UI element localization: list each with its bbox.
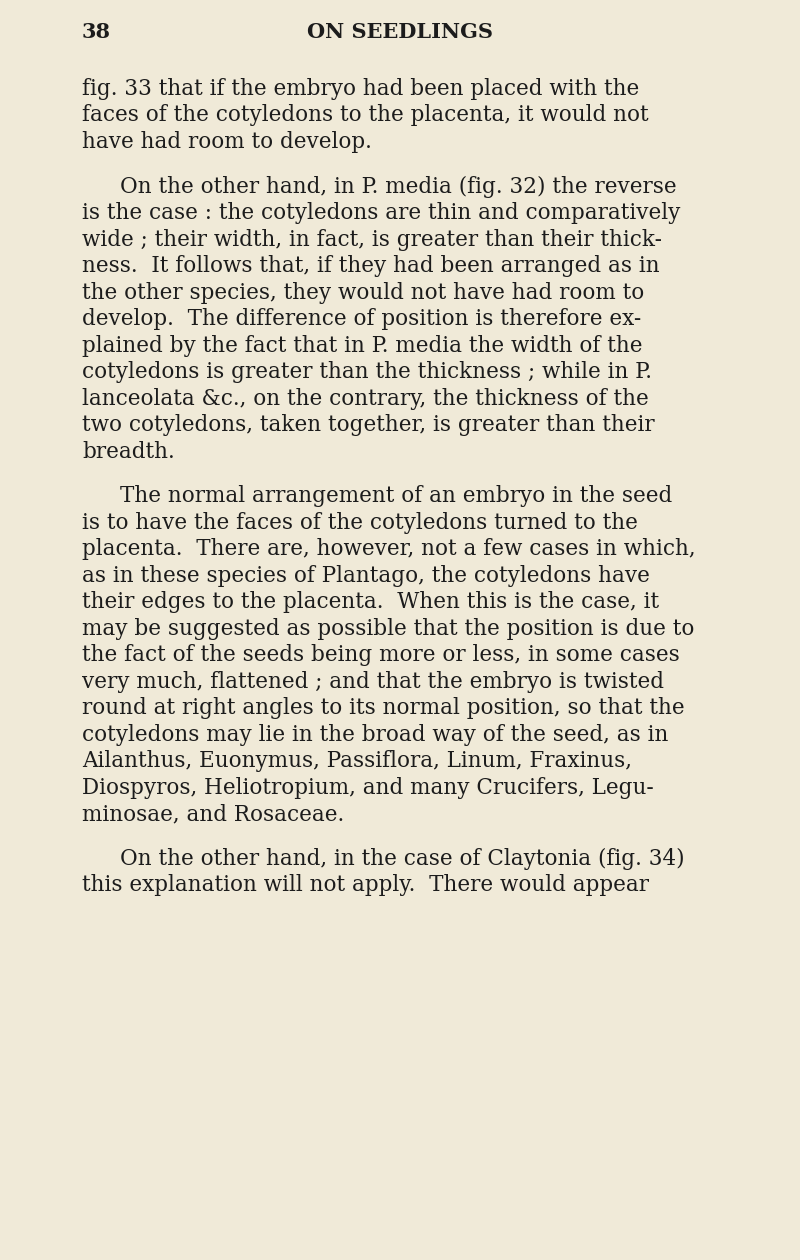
Text: have had room to develop.: have had room to develop. bbox=[82, 131, 372, 152]
Text: as in these species of Plantago, the cotyledons have: as in these species of Plantago, the cot… bbox=[82, 564, 650, 586]
Text: cotyledons may lie in the broad way of the seed, as in: cotyledons may lie in the broad way of t… bbox=[82, 723, 668, 746]
Text: is the case : the cotyledons are thin and comparatively: is the case : the cotyledons are thin an… bbox=[82, 202, 680, 224]
Text: On the other hand, in the case of Claytonia (fig. 34): On the other hand, in the case of Clayto… bbox=[120, 848, 685, 869]
Text: two cotyledons, taken together, is greater than their: two cotyledons, taken together, is great… bbox=[82, 415, 654, 436]
Text: Diospyros, Heliotropium, and many Crucifers, Legu-: Diospyros, Heliotropium, and many Crucif… bbox=[82, 776, 654, 799]
Text: their edges to the placenta.  When this is the case, it: their edges to the placenta. When this i… bbox=[82, 591, 659, 614]
Text: minosae, and Rosaceae.: minosae, and Rosaceae. bbox=[82, 803, 344, 825]
Text: very much, flattened ; and that the embryo is twisted: very much, flattened ; and that the embr… bbox=[82, 670, 664, 693]
Text: the fact of the seeds being more or less, in some cases: the fact of the seeds being more or less… bbox=[82, 644, 680, 667]
Text: placenta.  There are, however, not a few cases in which,: placenta. There are, however, not a few … bbox=[82, 538, 696, 559]
Text: this explanation will not apply.  There would appear: this explanation will not apply. There w… bbox=[82, 874, 649, 896]
Text: fig. 33 that if the embryo had been placed with the: fig. 33 that if the embryo had been plac… bbox=[82, 78, 639, 100]
Text: ON SEEDLINGS: ON SEEDLINGS bbox=[307, 21, 493, 42]
Text: On the other hand, in P. media (fig. 32) the reverse: On the other hand, in P. media (fig. 32)… bbox=[120, 175, 677, 198]
Text: cotyledons is greater than the thickness ; while in P.: cotyledons is greater than the thickness… bbox=[82, 362, 652, 383]
Text: develop.  The difference of position is therefore ex-: develop. The difference of position is t… bbox=[82, 307, 642, 330]
Text: ness.  It follows that, if they had been arranged as in: ness. It follows that, if they had been … bbox=[82, 255, 660, 277]
Text: the other species, they would not have had room to: the other species, they would not have h… bbox=[82, 281, 644, 304]
Text: faces of the cotyledons to the placenta, it would not: faces of the cotyledons to the placenta,… bbox=[82, 105, 649, 126]
Text: plained by the fact that in P. media the width of the: plained by the fact that in P. media the… bbox=[82, 334, 642, 357]
Text: The normal arrangement of an embryo in the seed: The normal arrangement of an embryo in t… bbox=[120, 485, 672, 507]
Text: breadth.: breadth. bbox=[82, 441, 174, 462]
Text: may be suggested as possible that the position is due to: may be suggested as possible that the po… bbox=[82, 617, 694, 640]
Text: is to have the faces of the cotyledons turned to the: is to have the faces of the cotyledons t… bbox=[82, 512, 638, 533]
Text: wide ; their width, in fact, is greater than their thick-: wide ; their width, in fact, is greater … bbox=[82, 228, 662, 251]
Text: lanceolata &c., on the contrary, the thickness of the: lanceolata &c., on the contrary, the thi… bbox=[82, 388, 649, 410]
Text: round at right angles to its normal position, so that the: round at right angles to its normal posi… bbox=[82, 697, 685, 719]
Text: 38: 38 bbox=[82, 21, 111, 42]
Text: Ailanthus, Euonymus, Passiflora, Linum, Fraxinus,: Ailanthus, Euonymus, Passiflora, Linum, … bbox=[82, 750, 632, 772]
